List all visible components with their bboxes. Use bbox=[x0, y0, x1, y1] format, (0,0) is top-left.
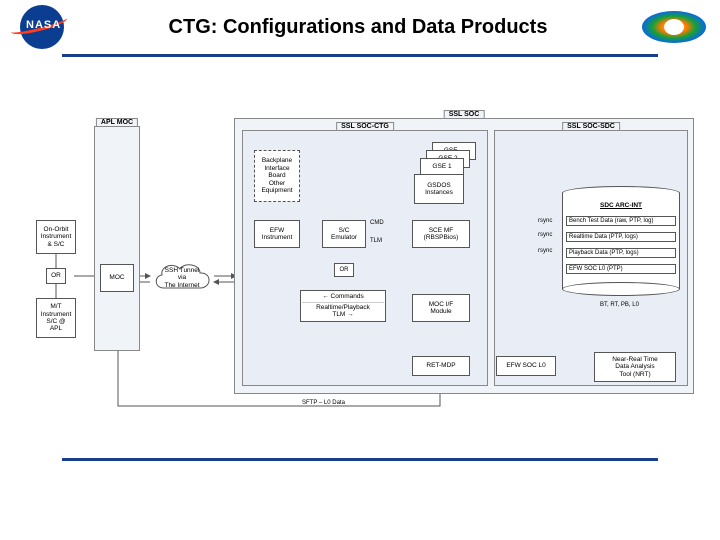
label-rsync-2: rsync bbox=[538, 232, 552, 238]
cyl-row-4: EFW SOC L0 (PTP) bbox=[566, 264, 676, 274]
label-rsync-3: rsync bbox=[538, 248, 552, 254]
node-moc: MOC bbox=[100, 264, 134, 292]
node-rt-tlm: Realtime/Playback TLM → bbox=[302, 303, 384, 320]
node-gsdos: GSDOS Instances bbox=[414, 174, 464, 204]
node-or-left: OR bbox=[46, 268, 66, 284]
page-title: CTG: Configurations and Data Products bbox=[78, 16, 638, 39]
node-onorbit: On-Orbit Instrument & S/C bbox=[36, 220, 76, 254]
label-cmd: CMD bbox=[370, 220, 384, 226]
node-sdc-arc-cylinder: SDC ARC-INT Bench Test Data (raw, PTP, l… bbox=[562, 186, 680, 296]
node-efw-soc-l0: EFW SOC L0 bbox=[496, 356, 556, 376]
cyl-row-3: Playback Data (PTP, logs) bbox=[566, 248, 676, 258]
node-nrt: Near-Real Time Data Analysis Tool (NRT) bbox=[594, 352, 676, 382]
node-sce-mf: SCE MF (RBSPBios) bbox=[412, 220, 470, 248]
label-tlm: TLM bbox=[370, 238, 382, 244]
panel-apl-moc: APL MOC bbox=[94, 126, 140, 351]
panel-label-sdc: SSL SOC-SDC bbox=[562, 122, 620, 131]
node-efw-instrument: EFW Instrument bbox=[254, 220, 300, 248]
node-commands-tlm: ← Commands Realtime/Playback TLM → bbox=[300, 290, 386, 322]
node-mt-instrument: M/T Instrument S/C @ APL bbox=[36, 298, 76, 338]
label-sftp: SFTP – L0 Data bbox=[302, 400, 345, 406]
panel-label-ssl: SSL SOC bbox=[444, 110, 485, 119]
rule-bottom bbox=[62, 458, 658, 461]
diagram: APL MOC SSL SOC SSL SOC-CTG SSL SOC-SDC … bbox=[0, 70, 720, 450]
label-rsync-1: rsync bbox=[538, 218, 552, 224]
cyl-row-1: Bench Test Data (raw, PTP, log) bbox=[566, 216, 676, 226]
node-ssh-label: SSH Tunnel via The Internet bbox=[161, 267, 202, 289]
nasa-logo-icon: NASA bbox=[6, 5, 78, 49]
cyl-row-2: Realtime Data (PTP, logs) bbox=[566, 232, 676, 242]
mission-logo-icon bbox=[638, 7, 712, 47]
node-backplane: Backplane Interface Board Other Equipmen… bbox=[254, 150, 300, 202]
cyl-header: SDC ARC-INT bbox=[562, 202, 680, 209]
rule-top bbox=[62, 54, 658, 57]
label-bt-rt: BT, RT, PB, L0 bbox=[600, 302, 639, 308]
panel-label-apl: APL MOC bbox=[96, 118, 138, 127]
header: NASA CTG: Configurations and Data Produc… bbox=[0, 0, 720, 54]
node-or-mid: OR bbox=[334, 263, 354, 277]
node-sc-emulator: S/C Emulator bbox=[322, 220, 366, 248]
node-ssh-cloud: SSH Tunnel via The Internet bbox=[150, 258, 214, 298]
node-moc-if: MOC I/F Module bbox=[412, 294, 470, 322]
node-ret-mdp: RET-MDP bbox=[412, 356, 470, 376]
node-commands: ← Commands bbox=[302, 292, 384, 302]
panel-label-ctg: SSL SOC-CTG bbox=[336, 122, 394, 131]
